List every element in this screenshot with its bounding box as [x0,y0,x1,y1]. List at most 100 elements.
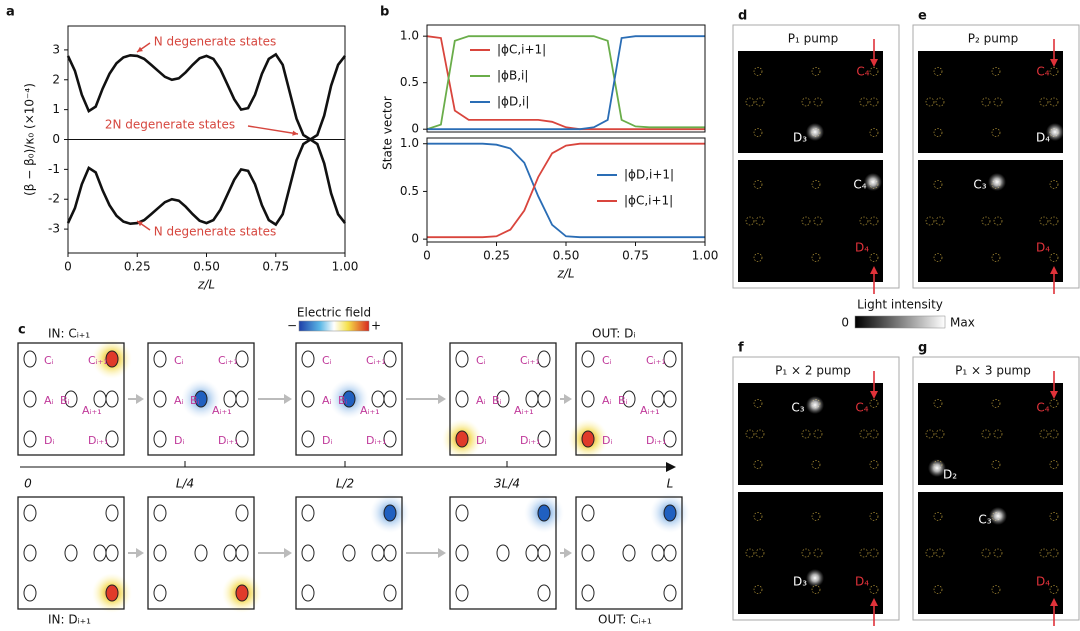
waveguide [455,584,469,602]
y-tick-label: 0 [52,132,60,146]
site-label: C₄ [855,401,868,415]
site-ring [801,216,811,226]
site-ring [753,512,763,521]
waveguide [537,504,551,522]
site-label: Aᵢ₊₁ [212,404,232,417]
waveguide [23,544,37,562]
light-spot [806,396,824,414]
site-ring [1049,460,1059,469]
flow-arrow-head [284,394,292,404]
waveguide [301,584,315,602]
light-spot [806,123,824,141]
site-ring [991,399,1001,408]
site-ring [935,548,945,558]
waveguide [93,544,107,562]
waveguide [194,390,208,408]
io-label: OUT: Dᵢ [592,327,635,341]
panel-letter: c [18,323,26,338]
waveguide [496,390,510,408]
flow-arrow-head [284,548,292,558]
y-tick-label: -3 [48,222,60,236]
site-label: Cᵢ₊₁ [366,354,386,367]
site-ring [859,97,869,107]
site-ring [933,585,943,594]
x-tick-label: 0.25 [483,249,510,263]
site-ring [935,216,945,226]
site-ring [869,128,879,137]
y-tick-label: 2 [52,72,60,86]
waveguide [342,544,356,562]
io-label: IN: Dᵢ₊₁ [48,613,91,627]
plot-frame [426,24,706,133]
intensity-image [918,51,1063,153]
site-label: Dᵢ [322,434,332,447]
site-label: Cᵢ₊₁ [646,354,666,367]
waveguide [455,390,469,408]
waveguide [622,390,636,408]
site-ring [813,216,823,226]
waveguide-box [147,496,255,610]
site-label: Aᵢ [602,394,612,407]
site-label: Dᵢ [174,434,184,447]
site-ring [925,548,935,558]
site-ring [1049,67,1059,76]
annotation-arrow [247,125,299,135]
waveguide [194,544,208,562]
waveguide [301,350,315,368]
waveguide [342,390,356,408]
io-label: IN: Cᵢ₊₁ [48,327,90,341]
waveguide [651,544,665,562]
x-tick-label: 0 [64,260,72,274]
waveguide [371,544,385,562]
site-ring [935,97,945,107]
site-label: Dᵢ [476,434,486,447]
site-ring [811,512,821,521]
site-ring [811,67,821,76]
site-label: D₄ [855,241,869,255]
waveguide [663,544,677,562]
waveguide [23,350,37,368]
site-label: D₃ [793,131,807,145]
site-ring [801,429,811,439]
x-tick-label: 0.75 [262,260,289,274]
site-ring [869,253,879,262]
axis-label: L [667,477,674,491]
pump-arrow-head [1050,266,1058,274]
legend-label: |ϕD,i| [497,95,529,109]
waveguide [105,584,119,602]
y-tick-label: 0 [411,232,419,246]
waveguide [581,350,595,368]
waveguide [383,584,397,602]
x-tick-label: 0 [423,249,431,263]
colorbar-max: + [371,319,381,333]
site-ring [991,585,1001,594]
pump-arrow-head [1050,59,1058,67]
colorbar-min: 0 [841,316,849,330]
waveguide [153,584,167,602]
waveguide [537,390,551,408]
site-label: Bᵢ [338,394,348,407]
flow-arrow-head [564,548,572,558]
waveguide [663,390,677,408]
time-axis-head [666,462,676,472]
site-ring [1049,512,1059,521]
waveguide [581,544,595,562]
site-ring [859,548,869,558]
site-label: C₄ [1036,65,1049,79]
site-label: Aᵢ [476,394,486,407]
panel-letter: f [738,341,744,356]
series-line [427,142,705,239]
light-spot [806,569,824,587]
waveguide [581,584,595,602]
panel-letter: e [918,9,927,24]
site-label: Dᵢ [602,434,612,447]
site-ring [811,253,821,262]
site-ring [869,67,879,76]
site-label: D₄ [1036,241,1050,255]
x-tick-label: 0.75 [622,249,649,263]
site-ring [993,216,1003,226]
y-tick-label: 1.0 [400,29,419,43]
panel-title: P₁ pump [788,32,838,46]
site-ring [811,180,821,189]
site-ring [933,399,943,408]
